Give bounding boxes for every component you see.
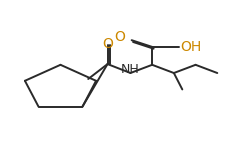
Text: NH: NH	[121, 63, 140, 76]
Text: OH: OH	[180, 40, 201, 54]
Text: O: O	[115, 30, 126, 44]
Text: O: O	[102, 37, 113, 51]
